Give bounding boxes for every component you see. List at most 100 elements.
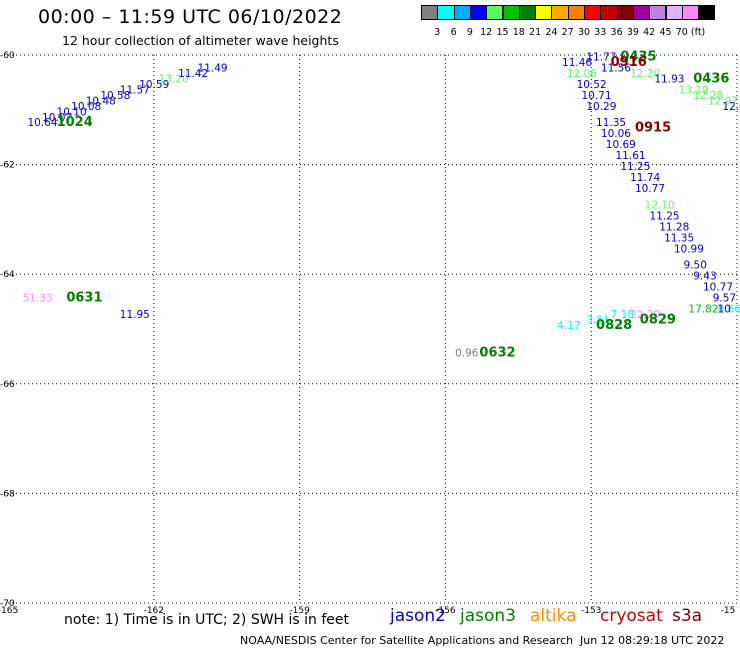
- swh-value-label: 51.33: [23, 293, 53, 305]
- swh-value-label: 13.20: [159, 73, 189, 85]
- swh-value-label: 0.96: [455, 347, 479, 359]
- latitude-label: -64: [0, 270, 15, 280]
- color-scale-label: 27: [561, 27, 574, 38]
- pass-time-label: 0829: [640, 313, 676, 328]
- swh-value-label: 12.06: [567, 68, 597, 80]
- swh-value-label: 11.56: [601, 62, 631, 74]
- swh-value-label: 10.10: [57, 106, 87, 118]
- latitude-label: -62: [0, 161, 15, 171]
- pass-time-label: 0436: [693, 71, 729, 86]
- swh-value-label: 10.06: [601, 128, 631, 140]
- color-scale-label: 70: [675, 27, 688, 38]
- pass-time-label: 0631: [66, 291, 102, 306]
- swh-value-label: 12.00: [722, 101, 740, 113]
- latitude-label: -60: [0, 51, 15, 61]
- swh-value-label: 10.64: [27, 117, 57, 129]
- map-subtitle: 12 hour collection of altimeter wave hei…: [62, 33, 339, 48]
- longitude-label: -153: [581, 606, 601, 616]
- swh-value-label: 13.19: [679, 84, 709, 96]
- satellite-legend-s3a: s3a: [672, 606, 703, 626]
- swh-value-label: 10.77: [635, 183, 665, 195]
- swh-value-label: 9.50: [684, 260, 707, 272]
- swh-value-label: 11.46: [562, 57, 592, 69]
- swh-value-label: 4.17: [557, 320, 580, 332]
- swh-value-label: 17.82: [688, 304, 718, 316]
- swh-value-label: 11.61: [616, 150, 646, 162]
- lat-lon-grid: [8, 54, 738, 604]
- swh-value-label: 12.20: [630, 68, 660, 80]
- swh-value-label: 10: [718, 304, 731, 316]
- swh-value-label: 10.59: [139, 79, 169, 91]
- longitude-label: -165: [0, 606, 18, 616]
- swh-value-label: 8.66: [718, 304, 740, 316]
- longitude-label: -15: [721, 606, 736, 616]
- swh-value-label: 10.58: [100, 90, 130, 102]
- color-scale-label: 33: [594, 27, 607, 38]
- satellite-legend-cryosat: cryosat: [600, 606, 663, 626]
- swh-value-label: 10.08: [71, 101, 101, 113]
- color-scale-label: 36: [610, 27, 623, 38]
- satellite-tracks: 10.6410.0710.1010.0810.4810.5811.5710.59…: [23, 49, 740, 360]
- swh-value-label: 7.18: [611, 309, 634, 321]
- pass-time-label: 0915: [635, 121, 671, 136]
- swh-value-label: 12.28: [693, 90, 723, 102]
- swh-value-label: 22.20: [630, 309, 660, 321]
- swh-value-label: 3.51: [586, 315, 609, 327]
- swh-value-label: 10.69: [606, 139, 636, 151]
- color-scale-label: 30: [577, 27, 591, 38]
- color-scale-label: 12: [480, 27, 493, 38]
- swh-value-label: 11.25: [620, 161, 650, 173]
- swh-value-label: 11.49: [198, 62, 228, 74]
- swh-value-label: 10.29: [586, 101, 616, 113]
- swh-value-label: 11.42: [178, 68, 208, 80]
- color-scale-label: 9: [466, 27, 473, 38]
- swh-value-label: 9.43: [693, 271, 716, 283]
- swh-value-label: 11.93: [654, 73, 684, 85]
- pass-time-label: 0435: [620, 49, 656, 64]
- generated-timestamp: Jun 12 08:29:18 UTC 2022: [580, 634, 725, 647]
- color-scale-label: 21: [529, 27, 542, 38]
- color-scale-label: 6: [450, 27, 457, 38]
- swh-value-label: 10.52: [577, 79, 607, 91]
- footer-credit: NOAA/NESDIS Center for Satellite Applica…: [240, 634, 574, 647]
- swh-value-label: 9.57: [713, 293, 736, 305]
- pass-time-label: 1024: [57, 115, 93, 130]
- satellite-legend-jason2: jason2: [390, 606, 446, 626]
- color-scale-label: 39: [626, 27, 639, 38]
- swh-value-label: 11.25: [650, 210, 680, 222]
- longitude-label: -159: [289, 606, 310, 616]
- color-scale-label: 18: [512, 27, 525, 38]
- map-title: 00:00 – 11:59 UTC 06/10/2022: [38, 6, 343, 28]
- latitude-label: -70: [0, 599, 15, 609]
- swh-value-label: 11.28: [659, 221, 689, 233]
- latitude-label: -68: [0, 489, 15, 499]
- swh-value-label: 11.95: [120, 309, 150, 321]
- swh-value-label: 11.35: [596, 117, 626, 129]
- swh-value-label: 11.74: [630, 172, 660, 184]
- note-text: note: 1) Time is in UTC; 2) SWH is in fe…: [64, 612, 350, 628]
- swh-value-label: 11.77: [586, 51, 616, 63]
- satellite-legend-jason3: jason3: [460, 606, 516, 626]
- longitude-label: -156: [435, 606, 456, 616]
- color-scale-label: 3: [434, 27, 441, 38]
- swh-value-label: 11.57: [120, 84, 150, 96]
- latitude-label: -66: [0, 380, 15, 390]
- swh-value-label: 10.99: [674, 243, 704, 255]
- color-scale-label: 24: [545, 27, 558, 38]
- pass-time-label: 0828: [596, 318, 632, 333]
- color-scale-swatch: [698, 5, 716, 20]
- color-scale-label: 42: [643, 27, 656, 38]
- swh-value-label: 10.07: [42, 112, 72, 124]
- color-scale-label: 15: [496, 27, 509, 38]
- axis-labels: -165 -162 -159 -156 -153 -15 -60 -62 -64 -66 -68 -7…: [0, 51, 735, 616]
- swh-value-label: 12.10: [645, 199, 675, 211]
- swh-value-label: 10.48: [86, 95, 116, 107]
- satellite-legend-altika: altika: [530, 606, 577, 626]
- swh-value-label: 10.77: [703, 282, 733, 294]
- swh-value-label: 12.97: [708, 95, 738, 107]
- longitude-label: -162: [144, 606, 164, 616]
- swh-value-label: 11.35: [664, 232, 694, 244]
- pass-time-label: 0632: [479, 345, 515, 360]
- swh-value-label: 10.71: [581, 90, 611, 102]
